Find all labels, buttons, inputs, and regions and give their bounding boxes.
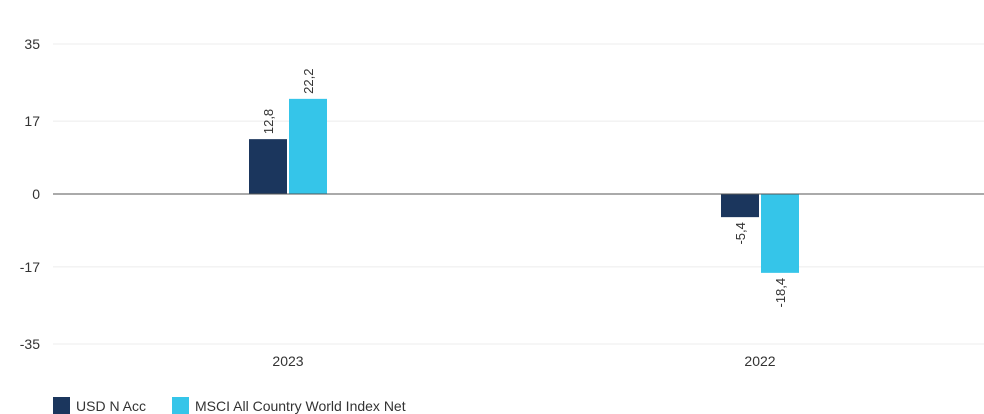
y-tick-label: 0	[32, 186, 40, 202]
legend-swatch-series-1	[53, 397, 70, 414]
y-tick-label: 35	[24, 36, 40, 52]
bar-value-label: -18,4	[773, 278, 788, 308]
y-tick-label: -35	[20, 336, 40, 352]
bar-value-label: 12,8	[261, 109, 276, 134]
bar-value-label: -5,4	[733, 222, 748, 244]
legend-item-series-1: USD N Acc	[53, 397, 146, 414]
legend-swatch-series-2	[172, 397, 190, 414]
bar	[761, 194, 799, 273]
legend-label-series-2: MSCI All Country World Index Net	[195, 397, 406, 414]
legend-item-series-2: MSCI All Country World Index Net	[172, 397, 406, 414]
bar-value-label: 22,2	[301, 69, 316, 94]
x-category-label: 2023	[272, 353, 303, 369]
legend-label-series-1: USD N Acc	[76, 397, 147, 414]
legend: USD N Acc MSCI All Country World Index N…	[53, 397, 432, 414]
y-tick-label: 17	[24, 113, 40, 129]
bar	[721, 194, 759, 218]
y-tick-label: -17	[20, 259, 40, 275]
x-category-label: 2022	[744, 353, 775, 369]
bar-chart: 35 17 0 -17 -35 12,8 22,2 2023 -5,4 -18,4 2022	[20, 36, 984, 369]
bar	[289, 98, 327, 194]
bar	[249, 139, 287, 194]
